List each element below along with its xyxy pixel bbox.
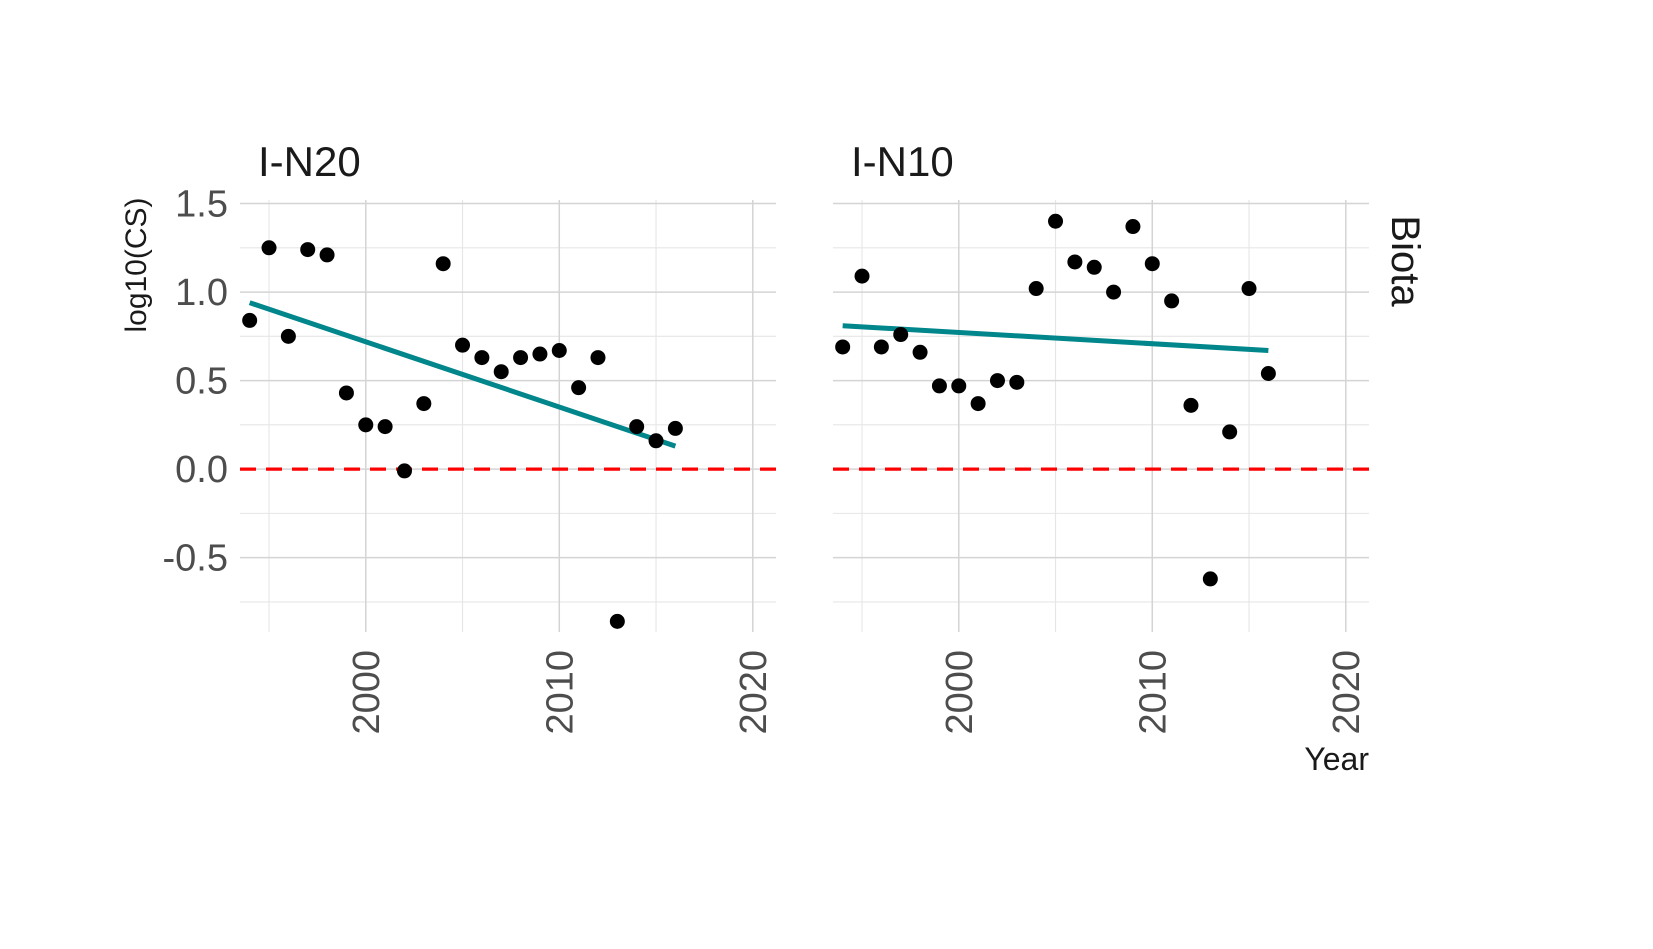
- panel-0-data-point-3: [300, 242, 316, 258]
- panel-1-x-tick-label-2: 2020: [1326, 650, 1368, 735]
- y-tick-label-0: -0.5: [163, 538, 228, 580]
- panel-0-title: I-N20: [258, 138, 361, 185]
- panel-1-data-point-12: [1067, 254, 1083, 270]
- y-tick-label-2: 0.5: [175, 361, 228, 403]
- panel-1-data-point-10: [1028, 281, 1044, 297]
- panel-1-data-point-3: [893, 327, 909, 343]
- panel-1-trend-line: [842, 323, 1269, 353]
- panel-1-data-point-9: [1009, 374, 1025, 390]
- panel-1-data-point-14: [1106, 284, 1122, 300]
- y-tick-label-1: 0.0: [175, 449, 228, 491]
- panel-0-data-point-10: [435, 256, 451, 272]
- panel-1-data-point-16: [1144, 256, 1160, 272]
- panel-1-data-point-4: [912, 344, 928, 360]
- panel-0-data-point-14: [513, 350, 529, 366]
- panel-0-data-point-19: [609, 613, 625, 629]
- panel-1-data-point-8: [989, 373, 1005, 389]
- panel-1-data-point-17: [1164, 293, 1180, 309]
- panel-0-trend-line: [248, 300, 677, 449]
- y-tick-label-3: 1.0: [175, 272, 228, 314]
- panel-1-data-point-15: [1125, 219, 1141, 235]
- panel-1-title: I-N10: [851, 138, 954, 185]
- panel-1-data-point-5: [931, 378, 947, 394]
- panel-1-data-point-22: [1260, 366, 1276, 382]
- panel-0-data-point-9: [416, 396, 432, 412]
- panel-1-data-point-18: [1183, 397, 1199, 413]
- panel-0-data-point-4: [319, 247, 335, 263]
- panel-0-data-point-21: [648, 433, 664, 449]
- panel-0-x-tick-label-0: 2000: [346, 650, 388, 735]
- panel-0-data-point-12: [474, 350, 490, 366]
- panel-0-data-point-18: [590, 350, 606, 366]
- panel-1-data-point-7: [970, 396, 986, 412]
- panel-1-x-tick-label-1: 2010: [1132, 650, 1174, 735]
- panel-1-data-point-11: [1048, 213, 1064, 229]
- panel-0-data-point-8: [396, 463, 412, 479]
- panel-0-data-point-22: [667, 420, 683, 436]
- y-tick-label-4: 1.5: [175, 184, 228, 226]
- panel-0-data-point-2: [280, 328, 296, 344]
- panel-1-data-point-13: [1086, 259, 1102, 275]
- panel-0-data-point-17: [571, 380, 587, 396]
- panel-0-data-point-7: [377, 419, 393, 435]
- panel-0-data-point-20: [629, 419, 645, 435]
- panel-1-data-point-2: [873, 339, 889, 355]
- panel-0-data-point-6: [358, 417, 374, 433]
- facet-strip-label: Biota: [1383, 215, 1427, 307]
- panel-0-x-tick-label-2: 2020: [733, 650, 775, 735]
- panel-1-data-point-6: [951, 378, 967, 394]
- panel-0-data-point-13: [493, 364, 509, 380]
- panel-1-data-point-1: [854, 268, 870, 284]
- panel-1-x-tick-label-0: 2000: [939, 650, 981, 735]
- panel-0-data-point-5: [338, 385, 354, 401]
- x-axis-title: Year: [1304, 741, 1369, 777]
- panel-0-data-point-11: [455, 337, 471, 353]
- panel-0-x-tick-label-1: 2010: [539, 650, 581, 735]
- panel-0-data-point-15: [532, 346, 548, 362]
- panel-0-data-point-1: [261, 240, 277, 256]
- panel-1-data-point-21: [1241, 281, 1257, 297]
- panel-1-data-point-20: [1222, 424, 1238, 440]
- panel-0-data-point-0: [242, 312, 258, 328]
- panel-1-data-point-19: [1202, 571, 1218, 587]
- y-axis-title: log10(CS): [120, 197, 153, 332]
- panel-1-data-point-0: [835, 339, 851, 355]
- panel-0-data-point-16: [551, 342, 567, 358]
